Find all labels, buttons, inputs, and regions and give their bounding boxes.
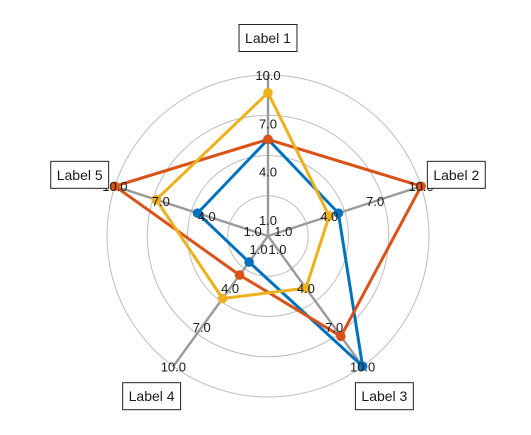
data-point: [244, 257, 254, 267]
tick-label: 7.0: [259, 116, 277, 131]
series-2: [110, 134, 426, 342]
axis-label-text: Label 3: [361, 388, 407, 404]
data-point: [192, 208, 203, 218]
data-point: [263, 134, 273, 145]
tick-label: 7.0: [193, 320, 211, 335]
series-layer: [110, 87, 426, 372]
axis-label-text: Label 1: [245, 30, 291, 46]
data-point: [357, 361, 368, 372]
series-3: [151, 87, 335, 304]
axis-labels: Label 1 Label 2 Label 3 Label 4 Label 5: [50, 24, 486, 411]
tick-label: 10.0: [161, 359, 186, 374]
tick-label: 1.0: [249, 242, 267, 257]
tick-label: 1.0: [268, 242, 286, 257]
axis-label-text: Label 2: [433, 167, 479, 183]
tick-label: 4.0: [221, 281, 239, 296]
axis-label: Label 1: [238, 24, 298, 52]
axis-spoke: [267, 185, 422, 238]
data-point: [151, 194, 162, 205]
tick-label: 4.0: [198, 209, 216, 224]
tick-label: 4.0: [320, 209, 338, 224]
tick-label: 1.0: [274, 224, 292, 239]
data-point: [301, 283, 311, 293]
axis-spoke: [114, 185, 269, 238]
tick-label: 1.0: [244, 224, 262, 239]
axis-label: Label 2: [426, 160, 486, 189]
tick-labels: 1.0 4.0 7.0 10.0 1.0 4.0 7.0 10.0 1.0 4.0 7.0 10.0 1…: [102, 68, 434, 374]
data-point: [263, 87, 273, 98]
axis-label-box: [354, 382, 414, 411]
axis-label-text: Label 4: [129, 388, 175, 404]
axis-label-box: [50, 160, 110, 189]
axis-label-text: Label 5: [57, 167, 103, 183]
data-point: [336, 331, 346, 342]
axis-label-box: [426, 160, 486, 189]
data-point: [333, 208, 344, 218]
tick-label: 10.0: [255, 68, 280, 83]
data-point: [416, 181, 426, 192]
series-line: [113, 137, 423, 338]
axis-spoke: [267, 235, 364, 367]
tick-label: 7.0: [325, 320, 343, 335]
tick-label: 7.0: [366, 194, 384, 209]
data-point: [217, 293, 228, 304]
data-point: [110, 181, 120, 192]
data-point: [234, 270, 245, 280]
tick-label: 7.0: [152, 194, 170, 209]
data-point: [324, 211, 335, 221]
axis-label: Label 3: [354, 382, 414, 411]
tick-label: 4.0: [297, 281, 315, 296]
tick-label: 10.0: [350, 359, 375, 374]
axis-label-box: [238, 24, 298, 52]
series-line: [154, 91, 331, 300]
axis-label: Label 4: [122, 382, 182, 411]
axis-label: Label 5: [50, 160, 110, 189]
axis-label-box: [122, 382, 182, 411]
tick-label: 1.0: [259, 213, 277, 228]
tick-label: 4.0: [259, 165, 277, 180]
